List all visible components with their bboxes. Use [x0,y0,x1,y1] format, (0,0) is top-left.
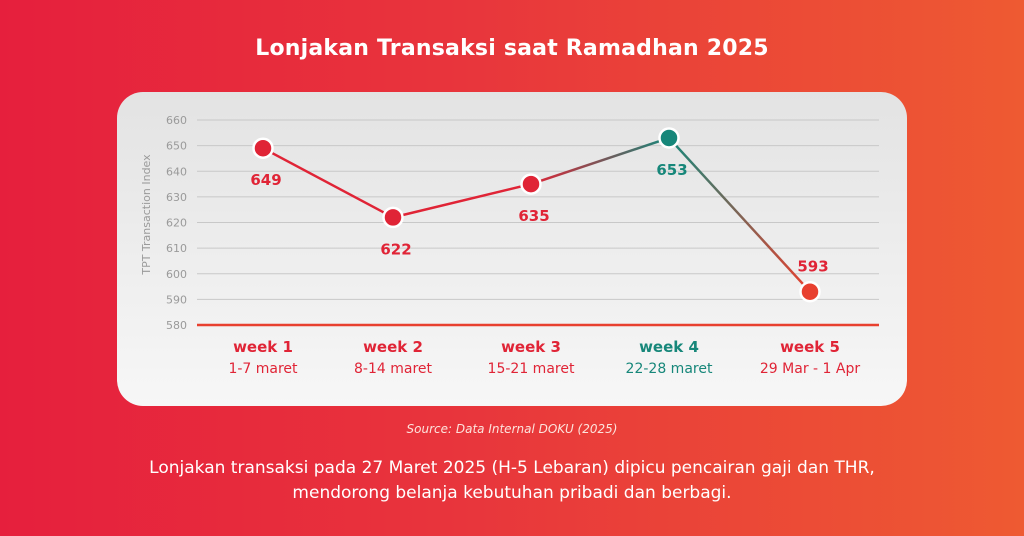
y-tick-label: 610 [166,242,187,255]
x-tick-date-label: 1-7 maret [228,361,298,377]
x-tick-date-label: 8-14 maret [354,361,433,377]
y-tick-label: 650 [166,140,187,153]
series-segment [667,136,812,293]
y-axis-label: TPT Transaction Index [140,154,153,276]
series-points [252,127,821,303]
caption-line-2: mendorong belanja kebutuhan pribadi dan … [292,483,732,503]
chart-card: 580 590 600 610 620 630 640 650 660 TPT Transact… [117,92,907,406]
x-tick-labels: week 1 1-7 maret week 2 8-14 maret week 3 15-… [228,338,860,377]
series-segment [261,146,395,219]
line-chart: 580 590 600 610 620 630 640 650 660 TPT Transact… [140,114,879,377]
data-point [520,173,542,195]
caption: Lonjakan transaksi pada 27 Maret 2025 (H… [0,456,1024,506]
x-tick-date-label: 29 Mar - 1 Apr [760,361,860,377]
x-tick-label: week 1 [233,338,293,356]
x-tick-label: week 4 [639,338,699,356]
caption-line-1: Lonjakan transaksi pada 27 Maret 2025 (H… [149,458,875,478]
page-title: Lonjakan Transaksi saat Ramadhan 2025 [255,36,769,61]
y-tick-label: 620 [166,217,187,230]
data-label: 653 [656,161,687,179]
y-tick-labels: 580 590 600 610 620 630 640 650 660 [166,114,187,332]
series-segment [529,136,671,186]
y-tick-label: 630 [166,191,187,204]
y-tick-label: 580 [166,319,187,332]
x-tick-date-label: 15-21 maret [488,361,575,377]
y-tick-label: 590 [166,293,187,306]
x-tick-date-label: 22-28 maret [626,361,713,377]
data-point [799,280,821,303]
grid-lines [197,119,879,300]
data-label: 593 [797,258,828,276]
x-tick-label: week 2 [363,338,423,356]
data-point [382,206,404,229]
data-label: 622 [380,240,411,258]
data-label: 649 [250,171,281,189]
y-tick-label: 660 [166,114,187,127]
data-point [252,137,274,159]
data-label: 635 [518,207,549,225]
series-line [261,136,812,293]
data-point [658,127,680,149]
y-tick-label: 600 [166,268,187,281]
x-tick-label: week 5 [780,338,840,356]
source-note: Source: Data Internal DOKU (2025) [406,422,618,436]
series-segment [391,182,533,219]
y-tick-label: 640 [166,165,187,178]
x-tick-label: week 3 [501,338,561,356]
data-labels: 649 622 635 653 593 [250,161,828,276]
